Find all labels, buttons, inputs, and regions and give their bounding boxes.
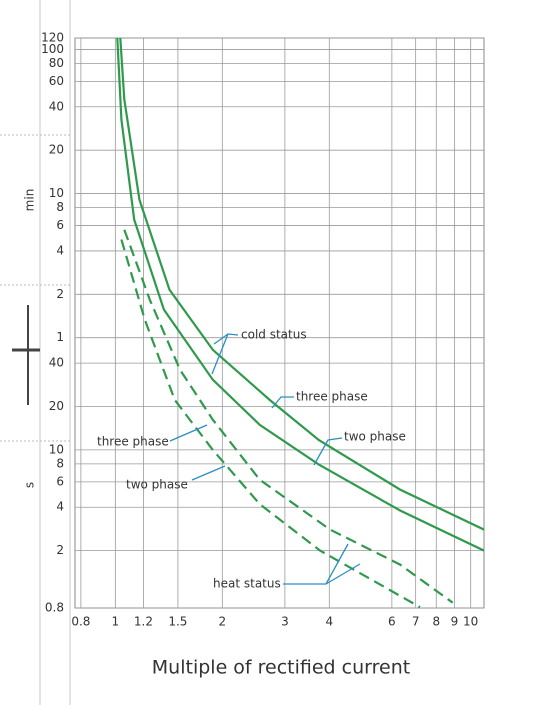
annotation: two phase	[344, 430, 406, 444]
y-tick-label: 100	[41, 42, 64, 56]
y-tick-label: 6	[56, 218, 64, 232]
x-tick-label: 1.5	[168, 615, 187, 629]
x-tick-label: 10	[463, 615, 478, 629]
x-tick-label: 1	[112, 615, 120, 629]
x-tick-label: 3	[281, 615, 289, 629]
leader-line	[211, 333, 239, 375]
y-tick-label: 10	[49, 442, 64, 456]
y-tick-label: 0.8	[45, 601, 64, 615]
plot-frame	[74, 37, 485, 609]
leader-line	[271, 396, 294, 409]
y-tick-label: 4	[56, 243, 64, 257]
y-tick-label: 6	[56, 474, 64, 488]
y-tick-label: 120	[41, 31, 64, 45]
y-tick-label: 80	[49, 56, 64, 70]
annotation: heat status	[213, 577, 281, 591]
y-tick-label: 10	[49, 186, 64, 200]
y-tick-label: 20	[49, 143, 64, 157]
annotation: three phase	[296, 390, 368, 404]
y-tick-label: 4	[56, 500, 64, 514]
y-tick-label: 40	[49, 356, 64, 370]
y-tick-label: 1	[56, 330, 64, 344]
leader-line	[283, 543, 361, 585]
leader-line	[313, 437, 343, 466]
side-decoration	[0, 0, 71, 705]
x-tick-label: 1.2	[134, 615, 153, 629]
curve	[116, 38, 484, 552]
annotation: cold status	[241, 328, 307, 342]
x-tick-label: 7	[412, 615, 420, 629]
y-tick-label: 8	[56, 456, 64, 470]
y-tick-label: 2	[56, 287, 64, 301]
x-tick-label: 4	[325, 615, 333, 629]
x-tick-label: 2	[218, 615, 226, 629]
leader-line	[191, 465, 226, 481]
leader-line	[169, 424, 208, 442]
x-tick-label: 0.8	[71, 615, 90, 629]
annotation: three phase	[97, 435, 169, 449]
y-unit-min: min	[23, 189, 37, 212]
y-tick-label: 60	[49, 74, 64, 88]
annotation: two phase	[126, 478, 188, 492]
y-tick-label: 20	[49, 399, 64, 413]
y-tick-label: 2	[56, 543, 64, 557]
x-tick-label: 8	[432, 615, 440, 629]
y-tick-label: 40	[49, 99, 64, 113]
x-tick-label: 9	[451, 615, 459, 629]
x-axis-label: Multiple of rectified current	[152, 657, 410, 679]
curve	[119, 38, 484, 531]
y-unit-s: s	[23, 482, 37, 488]
x-tick-label: 6	[388, 615, 396, 629]
y-tick-label: 8	[56, 200, 64, 214]
curve	[123, 229, 454, 604]
